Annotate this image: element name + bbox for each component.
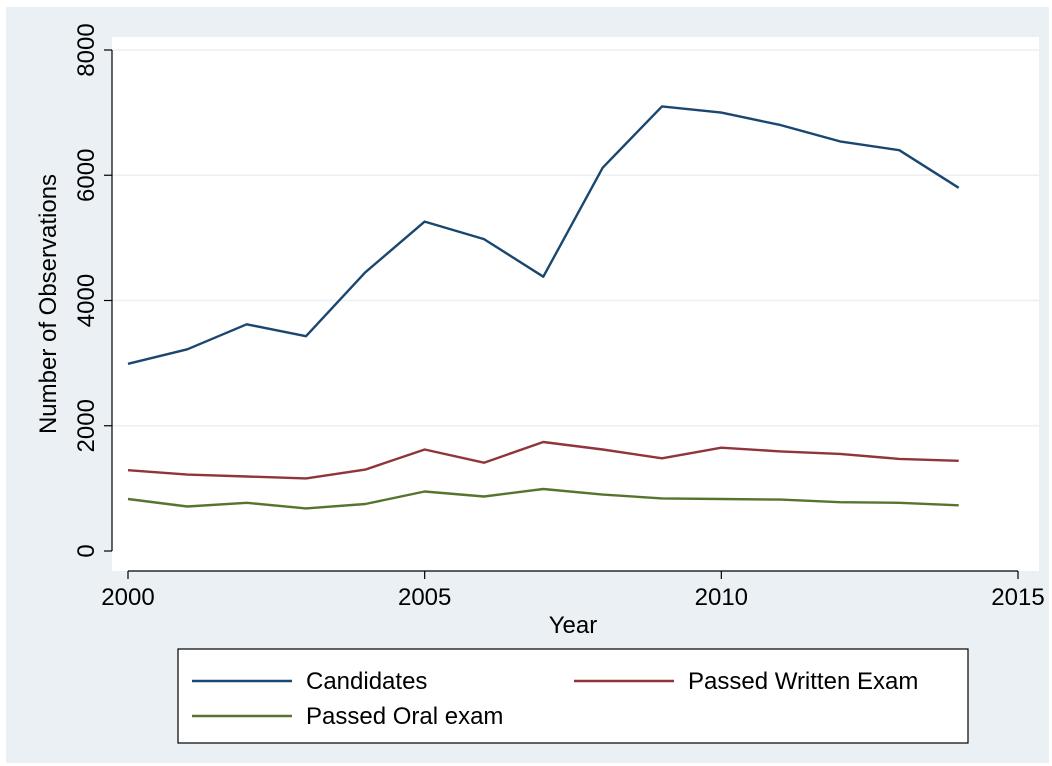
- x-tick-label-2010: 2010: [695, 584, 748, 611]
- series-line-passed-oral-exam: [127, 487, 959, 510]
- line-chart: 0 2000 4000 6000 8000 2000 2005 2010 2015 Year N…: [35, 23, 1045, 744]
- y-tick-label-6000: 6000: [73, 149, 100, 202]
- x-axis-title: Year: [549, 612, 598, 639]
- legend-label-candidates: Candidates: [306, 668, 427, 695]
- x-tick-label-2000: 2000: [101, 584, 154, 611]
- y-tick-label-4000: 4000: [73, 274, 100, 327]
- x-tick-label-2005: 2005: [398, 584, 451, 611]
- y-tick-label-2000: 2000: [73, 399, 100, 452]
- y-tick-label-8000: 8000: [73, 23, 100, 76]
- legend-label-passed-oral-exam: Passed Oral exam: [306, 703, 503, 730]
- legend-label-passed-written-exam: Passed Written Exam: [688, 668, 918, 695]
- x-tick-label-2015: 2015: [991, 584, 1044, 611]
- legend-items: Candidates Passed Written Exam Passed Oral…: [192, 668, 918, 730]
- y-axis-title: Number of Observations: [35, 174, 62, 434]
- legend-box: [177, 648, 969, 744]
- chart-container: 0 2000 4000 6000 8000 2000 2005 2010 2015 Year N…: [6, 7, 1049, 763]
- plot-area: [112, 37, 1039, 571]
- series-lines: [127, 105, 960, 510]
- grid-lines: [112, 49, 1039, 427]
- y-tick-label-0: 0: [73, 544, 100, 557]
- legend: Candidates Passed Written Exam Passed Oral…: [177, 648, 969, 744]
- series-line-passed-written-exam: [127, 440, 959, 480]
- axes: 0 2000 4000 6000 8000 2000 2005 2010 2015: [73, 23, 1045, 611]
- series-line-candidates: [127, 105, 960, 365]
